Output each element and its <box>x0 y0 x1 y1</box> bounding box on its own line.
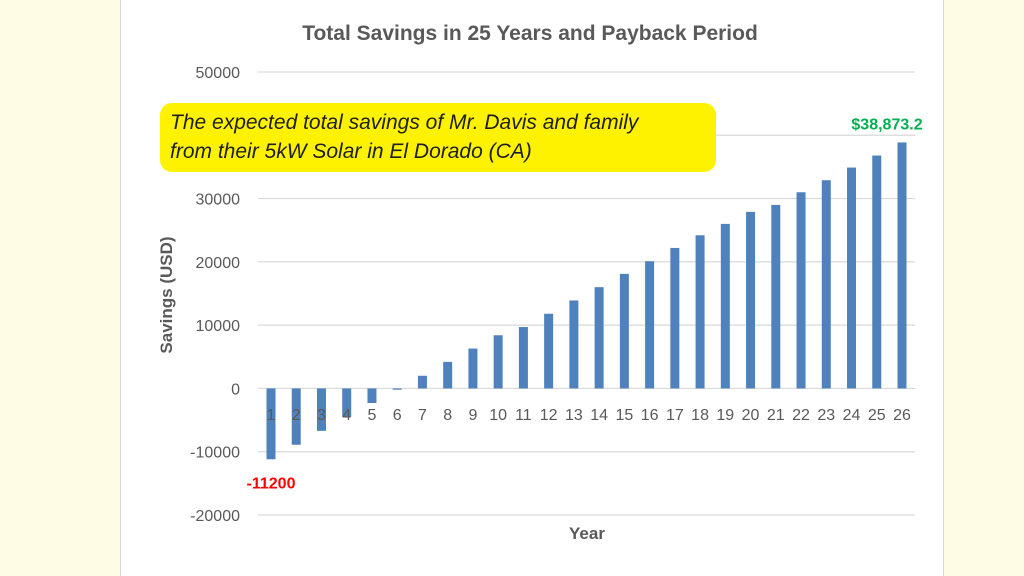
x-tick-label: 9 <box>468 407 477 424</box>
x-tick-labels: 1 2 3 4 5 6 7 8 9 10 11 12 13 14 15 16 17 18 19 20 21 22 23 24 2… <box>267 407 911 424</box>
x-tick-label: 17 <box>666 407 684 424</box>
y-tick-label: 50000 <box>196 65 241 82</box>
data-label-0: -11200 <box>247 475 296 492</box>
callout-line-2: from their 5kW Solar in El Dorado (CA) <box>170 140 532 163</box>
bar-year-5 <box>367 388 377 403</box>
bar-year-25 <box>872 155 882 389</box>
x-tick-label: 15 <box>615 407 633 424</box>
y-axis-label: Savings (USD) <box>157 236 176 353</box>
x-axis-label: Year <box>569 524 605 543</box>
bar-year-11 <box>518 327 528 389</box>
bar-year-2 <box>291 388 301 445</box>
y-tick-label: 30000 <box>196 192 241 209</box>
y-tick-label: 20000 <box>196 255 241 272</box>
x-tick-label: 12 <box>540 407 558 424</box>
y-tick-label: -10000 <box>190 445 240 462</box>
bar-year-24 <box>847 167 857 389</box>
x-tick-label: 5 <box>368 407 377 424</box>
bar-year-14 <box>594 287 604 389</box>
y-tick-label: -20000 <box>190 508 240 525</box>
callout-line-1: The expected total savings of Mr. Davis … <box>170 111 639 134</box>
bar-year-22 <box>796 192 806 389</box>
bar-year-18 <box>695 235 705 389</box>
bar-year-26 <box>897 142 907 389</box>
y-tick-label: 10000 <box>196 318 241 335</box>
bar-year-3 <box>316 388 326 431</box>
data-label-1: $38,873.2 <box>851 116 922 133</box>
x-tick-label: 1 <box>267 407 276 424</box>
x-tick-label: 26 <box>893 407 911 424</box>
bar-year-1 <box>266 388 276 460</box>
bar-year-7 <box>417 375 427 389</box>
bar-year-21 <box>771 204 781 389</box>
bar-year-19 <box>720 223 730 389</box>
x-tick-label: 19 <box>716 407 734 424</box>
bar-year-23 <box>821 180 831 389</box>
bar-year-9 <box>468 348 478 389</box>
chart-panel <box>120 0 944 576</box>
chart-title: Total Savings in 25 Years and Payback Pe… <box>302 22 758 45</box>
x-tick-label: 21 <box>767 407 785 424</box>
y-tick-labels: 50000400003000020000100000-10000-20000 <box>190 65 240 525</box>
bars <box>266 142 907 460</box>
x-tick-label: 24 <box>843 407 861 424</box>
x-tick-label: 8 <box>443 407 452 424</box>
bar-year-20 <box>746 211 756 389</box>
x-tick-label: 16 <box>641 407 659 424</box>
x-tick-label: 25 <box>868 407 886 424</box>
bar-year-4 <box>342 388 352 417</box>
bar-year-8 <box>443 361 453 389</box>
x-tick-label: 18 <box>691 407 709 424</box>
bar-year-10 <box>493 335 503 389</box>
y-tick-label: 0 <box>231 381 240 398</box>
bar-year-13 <box>569 300 579 389</box>
x-tick-label: 22 <box>792 407 810 424</box>
bar-year-17 <box>670 247 680 389</box>
data-labels: -11200 $38,873.2 <box>247 116 923 492</box>
bar-year-6 <box>392 388 402 390</box>
x-tick-label: 23 <box>817 407 835 424</box>
x-tick-label: 3 <box>317 407 326 424</box>
x-tick-label: 7 <box>418 407 427 424</box>
bar-year-15 <box>619 273 629 389</box>
x-tick-label: 14 <box>590 407 608 424</box>
x-tick-label: 13 <box>565 407 583 424</box>
x-tick-label: 11 <box>515 407 532 424</box>
x-tick-label: 10 <box>489 407 507 424</box>
bar-year-12 <box>544 313 554 389</box>
callout-box: The expected total savings of Mr. Davis … <box>160 103 716 172</box>
bar-year-16 <box>645 261 655 389</box>
x-tick-label: 6 <box>393 407 402 424</box>
x-tick-label: 4 <box>342 407 351 424</box>
x-tick-label: 20 <box>742 407 760 424</box>
x-tick-label: 2 <box>292 407 301 424</box>
